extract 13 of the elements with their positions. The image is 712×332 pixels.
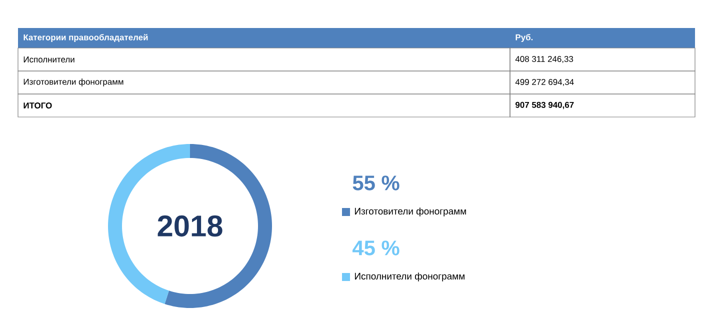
text: 408 311 246,33 (515, 56, 574, 63)
legend-label: Изготовители фонограмм (354, 208, 466, 216)
text: 907 583 940,67 (516, 102, 574, 110)
text: Изготовители фонограмм (24, 78, 124, 86)
text: Руб. (516, 34, 533, 42)
legend-label: Исполнители фонограмм (354, 272, 464, 282)
data-label: 55 % (352, 176, 400, 190)
text: 2018 (158, 215, 222, 237)
text: Исполнители (24, 56, 74, 62)
text: Категории правообладателей (24, 34, 148, 42)
data-label: 45 % (352, 240, 400, 256)
text: 499 272 694,34 (515, 79, 574, 86)
text: ИТОГО (24, 102, 52, 108)
